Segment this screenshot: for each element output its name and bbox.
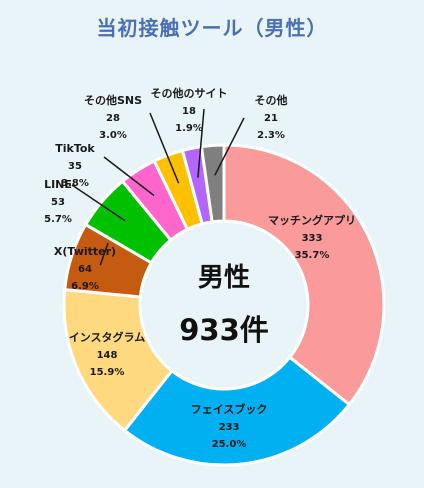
slice-percent-7: 1.9% bbox=[175, 123, 203, 134]
leader-line-3 bbox=[99, 242, 109, 266]
center-value: 933件 bbox=[179, 313, 269, 347]
leader-line-6 bbox=[149, 112, 180, 184]
slice-count-0: 333 bbox=[302, 233, 323, 244]
slice-label-7: その他のサイト bbox=[151, 86, 228, 100]
slice-count-4: 53 bbox=[51, 197, 65, 208]
slice-label-4: LINE bbox=[44, 178, 72, 191]
slice-percent-4: 5.7% bbox=[44, 214, 72, 225]
slice-percent-6: 3.0% bbox=[99, 130, 127, 141]
chart-title: 当初接触ツール（男性） bbox=[96, 16, 328, 40]
slice-count-3: 64 bbox=[78, 264, 92, 275]
slice-count-8: 21 bbox=[264, 113, 278, 124]
slice-count-1: 233 bbox=[219, 422, 240, 433]
slice-count-7: 18 bbox=[182, 106, 196, 117]
leader-line-4 bbox=[71, 184, 126, 222]
slice-label-3: X(Twitter) bbox=[54, 245, 116, 258]
slice-label-5: TikTok bbox=[55, 142, 95, 155]
slice-0 bbox=[222, 143, 386, 407]
slice-count-6: 28 bbox=[106, 113, 120, 124]
slice-1 bbox=[122, 355, 352, 467]
slice-label-1: フェイスブック bbox=[191, 402, 268, 416]
leader-line-8 bbox=[214, 117, 245, 176]
slice-percent-2: 15.9% bbox=[90, 367, 125, 378]
slice-count-5: 35 bbox=[68, 161, 82, 172]
slice-percent-3: 6.9% bbox=[71, 281, 99, 292]
slice-percent-1: 25.0% bbox=[212, 439, 247, 450]
slice-percent-8: 2.3% bbox=[257, 130, 285, 141]
slice-count-2: 148 bbox=[97, 350, 118, 361]
slice-percent-5: 3.8% bbox=[61, 178, 89, 189]
slice-label-2: インスタグラム bbox=[69, 330, 145, 344]
slice-label-6: その他SNS bbox=[84, 93, 142, 107]
center-label: 男性 bbox=[198, 263, 250, 293]
slice-8 bbox=[199, 143, 226, 224]
slice-label-8: その他 bbox=[255, 93, 288, 107]
slice-2 bbox=[62, 288, 174, 433]
slice-percent-0: 35.7% bbox=[295, 250, 330, 261]
leader-line-7 bbox=[197, 108, 205, 178]
slice-label-0: マッチングアプリ bbox=[268, 213, 356, 227]
leader-line-5 bbox=[103, 156, 155, 197]
